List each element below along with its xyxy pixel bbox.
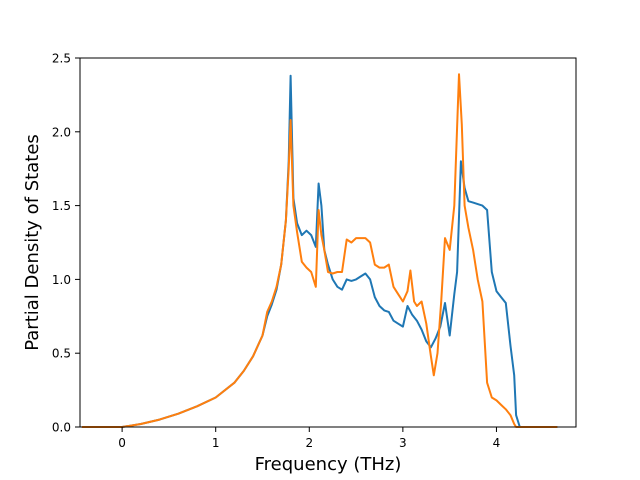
y-tick-label: 2.5	[52, 52, 71, 66]
series-line-2	[81, 73, 558, 428]
y-tick-label: 0.5	[52, 347, 71, 361]
y-tick-label: 0.0	[52, 421, 71, 435]
axes-frame	[79, 57, 577, 428]
x-tick-label: 1	[212, 436, 220, 450]
x-axis-ticks: 0 1 2 3 4	[118, 427, 500, 450]
x-tick-label: 0	[118, 436, 126, 450]
x-axis-label: Frequency (THz)	[255, 454, 402, 475]
y-axis-ticks: 0.0 0.5 1.0 1.5 2.0 2.5	[52, 52, 80, 435]
y-axis-label: Partial Density of States	[22, 134, 43, 351]
x-tick-label: 2	[305, 436, 313, 450]
y-tick-label: 2.0	[52, 125, 71, 139]
y-tick-label: 1.5	[52, 199, 71, 213]
y-tick-label: 1.0	[52, 273, 71, 287]
x-tick-label: 3	[399, 436, 407, 450]
x-tick-label: 4	[493, 436, 501, 450]
plot-lines	[81, 73, 558, 428]
series-line-1	[81, 74, 558, 428]
